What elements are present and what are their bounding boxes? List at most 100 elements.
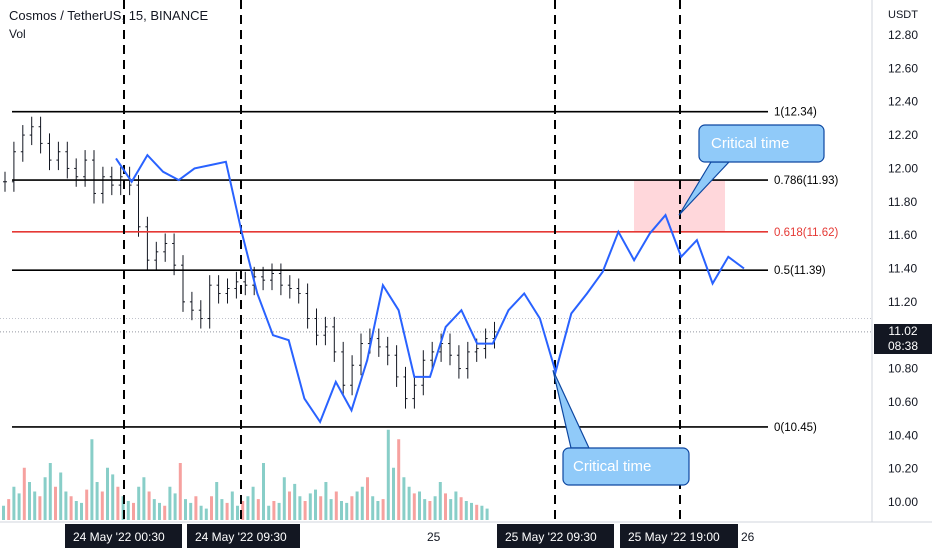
volume-bar	[54, 486, 57, 520]
price-tick-label: 12.20	[888, 128, 918, 142]
time-label-bg	[187, 524, 300, 548]
volume-bar	[168, 486, 172, 520]
callout-text: Critical time	[573, 458, 651, 475]
volume-bar	[126, 501, 130, 520]
volume-bar	[147, 491, 151, 520]
volume-bar	[220, 499, 224, 520]
volume-bar	[397, 439, 401, 520]
volume-bar	[262, 463, 265, 520]
volume-bar	[28, 482, 31, 520]
time-tick-label: 25 May '22 09:30	[505, 530, 597, 544]
volume-bar	[386, 429, 390, 520]
price-tick-label: 12.00	[888, 161, 918, 175]
volume-bar	[308, 493, 312, 520]
volume-bar	[470, 502, 473, 520]
volume-bar	[449, 499, 453, 520]
price-tick-label: 10.20	[888, 462, 918, 476]
volume-bar	[178, 463, 182, 520]
volume-bar	[256, 499, 260, 520]
volume-bar	[371, 496, 375, 520]
volume-bar	[106, 467, 109, 520]
price-tick-label: 11.20	[888, 295, 917, 309]
volume-bar	[12, 486, 16, 520]
volume-bar	[350, 496, 354, 520]
price-tick-label: 12.60	[888, 61, 918, 75]
projection-line	[115, 153, 745, 425]
volume-bar	[340, 501, 343, 520]
volume-bar	[100, 491, 104, 520]
price-axis-pane	[872, 0, 932, 522]
volume-bar	[7, 499, 11, 520]
volume-bar	[189, 502, 193, 520]
fib-level-label: 0.786(11.93)	[774, 175, 839, 187]
volume-bar	[407, 486, 411, 520]
time-label-bg	[65, 524, 182, 548]
volume-bar	[293, 483, 297, 520]
volume-bar	[392, 467, 395, 520]
volume-bar	[22, 467, 26, 520]
volume-bar	[334, 491, 338, 520]
volume-bar	[236, 505, 239, 520]
volume-bar	[303, 501, 307, 520]
volume-bar	[132, 502, 135, 520]
volume-bar	[355, 491, 359, 520]
volume-bar	[163, 505, 167, 520]
volume-bar	[475, 504, 479, 520]
fib-level-label: 0(10.45)	[774, 422, 817, 434]
volume-bar	[298, 496, 302, 520]
volume-bar	[173, 493, 177, 520]
volume-bar	[381, 499, 385, 520]
volume-bar	[85, 489, 89, 520]
volume-bar	[210, 496, 213, 520]
price-tick-label: 11.60	[888, 228, 917, 242]
volume-bar	[152, 499, 156, 520]
volume-bar	[59, 472, 63, 520]
volume-bar	[111, 474, 115, 520]
volume-bar	[142, 477, 146, 520]
volume-bar	[464, 501, 468, 520]
volume-bar	[314, 489, 317, 520]
time-tick-label: 24 May '22 00:30	[73, 530, 165, 544]
volume-bar	[204, 508, 208, 520]
time-tick-label: 24 May '22 09:30	[195, 530, 287, 544]
volume-bar	[137, 486, 141, 520]
price-tick-label: 11.80	[888, 195, 917, 209]
volume-bar	[199, 505, 203, 520]
volume-bar	[459, 497, 463, 520]
countdown-label: 08:38	[874, 339, 932, 354]
volume-bar	[444, 493, 447, 520]
volume-bar	[194, 496, 198, 520]
price-tick-label: 12.40	[888, 95, 918, 109]
volume-bar	[69, 496, 73, 520]
volume-bar	[48, 463, 52, 520]
price-tick-label: 10.00	[888, 495, 918, 509]
volume-bar	[428, 501, 432, 520]
volume-bar	[74, 501, 78, 520]
price-tick-label: 10.60	[888, 395, 918, 409]
volume-bar	[480, 505, 484, 520]
price-tick-label: 12.80	[888, 28, 918, 42]
volume-bar	[438, 482, 442, 520]
volume-bar	[366, 477, 369, 520]
current-price-label: 11.02	[874, 324, 932, 339]
fib-level-label: 0.5(11.39)	[774, 265, 826, 277]
volume-bar	[230, 491, 234, 520]
volume-bar	[319, 496, 323, 520]
time-label-bg	[497, 524, 614, 548]
time-label-bg	[620, 524, 738, 548]
price-tick-label: 10.80	[888, 362, 918, 376]
volume-bar	[360, 486, 364, 520]
volume-bar	[121, 496, 125, 520]
volume-bar	[184, 499, 187, 520]
volume-bar	[215, 482, 219, 520]
callout-box	[562, 447, 690, 486]
volume-indicator-label: Vol	[9, 27, 26, 41]
callout-pointer	[552, 369, 590, 449]
volume-bar	[433, 496, 437, 520]
volume-bar	[418, 491, 421, 520]
volume-bar	[116, 486, 120, 520]
volume-bar	[329, 499, 333, 520]
volume-bar	[324, 482, 328, 520]
volume-bar	[17, 493, 21, 520]
